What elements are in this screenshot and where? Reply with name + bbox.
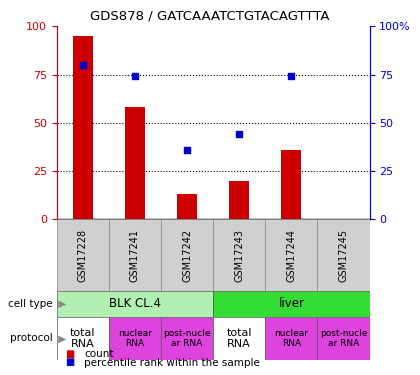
Bar <box>213 219 265 291</box>
Text: GSM17228: GSM17228 <box>78 228 88 282</box>
Text: count: count <box>84 349 113 359</box>
Text: GSM17242: GSM17242 <box>182 228 192 282</box>
Text: cell type: cell type <box>8 299 52 309</box>
Text: total
RNA: total RNA <box>226 328 252 349</box>
Text: ▶: ▶ <box>55 333 66 344</box>
Bar <box>57 219 109 291</box>
Text: post-nucle
ar RNA: post-nucle ar RNA <box>163 329 211 348</box>
Text: GSM17243: GSM17243 <box>234 228 244 282</box>
Bar <box>177 194 197 219</box>
Bar <box>229 181 249 219</box>
Point <box>236 131 243 137</box>
Text: BLK CL.4: BLK CL.4 <box>109 297 161 310</box>
Bar <box>57 291 213 317</box>
Bar <box>109 219 161 291</box>
Text: protocol: protocol <box>10 333 52 344</box>
Bar <box>213 317 265 360</box>
Bar <box>213 291 370 317</box>
Bar <box>109 317 161 360</box>
Bar <box>318 219 370 291</box>
Text: ▶: ▶ <box>55 299 66 309</box>
Text: GSM17245: GSM17245 <box>339 228 349 282</box>
Text: liver: liver <box>278 297 304 310</box>
Text: post-nucle
ar RNA: post-nucle ar RNA <box>320 329 367 348</box>
Text: total
RNA: total RNA <box>70 328 95 349</box>
Text: ■: ■ <box>65 349 74 359</box>
Bar <box>125 107 145 219</box>
Bar <box>318 317 370 360</box>
Text: GDS878 / GATCAAATCTGTACAGTTTA: GDS878 / GATCAAATCTGTACAGTTTA <box>90 9 330 22</box>
Bar <box>281 150 301 219</box>
Bar <box>161 219 213 291</box>
Text: GSM17241: GSM17241 <box>130 228 140 282</box>
Bar <box>265 317 318 360</box>
Text: GSM17244: GSM17244 <box>286 228 297 282</box>
Text: percentile rank within the sample: percentile rank within the sample <box>84 357 260 368</box>
Text: nuclear
RNA: nuclear RNA <box>118 329 152 348</box>
Point <box>79 62 86 68</box>
Point <box>288 74 295 80</box>
Bar <box>57 317 109 360</box>
Text: ■: ■ <box>65 357 74 368</box>
Bar <box>161 317 213 360</box>
Point <box>184 147 190 153</box>
Point <box>131 74 138 80</box>
Bar <box>265 219 318 291</box>
Text: nuclear
RNA: nuclear RNA <box>274 329 308 348</box>
Bar <box>73 36 93 219</box>
